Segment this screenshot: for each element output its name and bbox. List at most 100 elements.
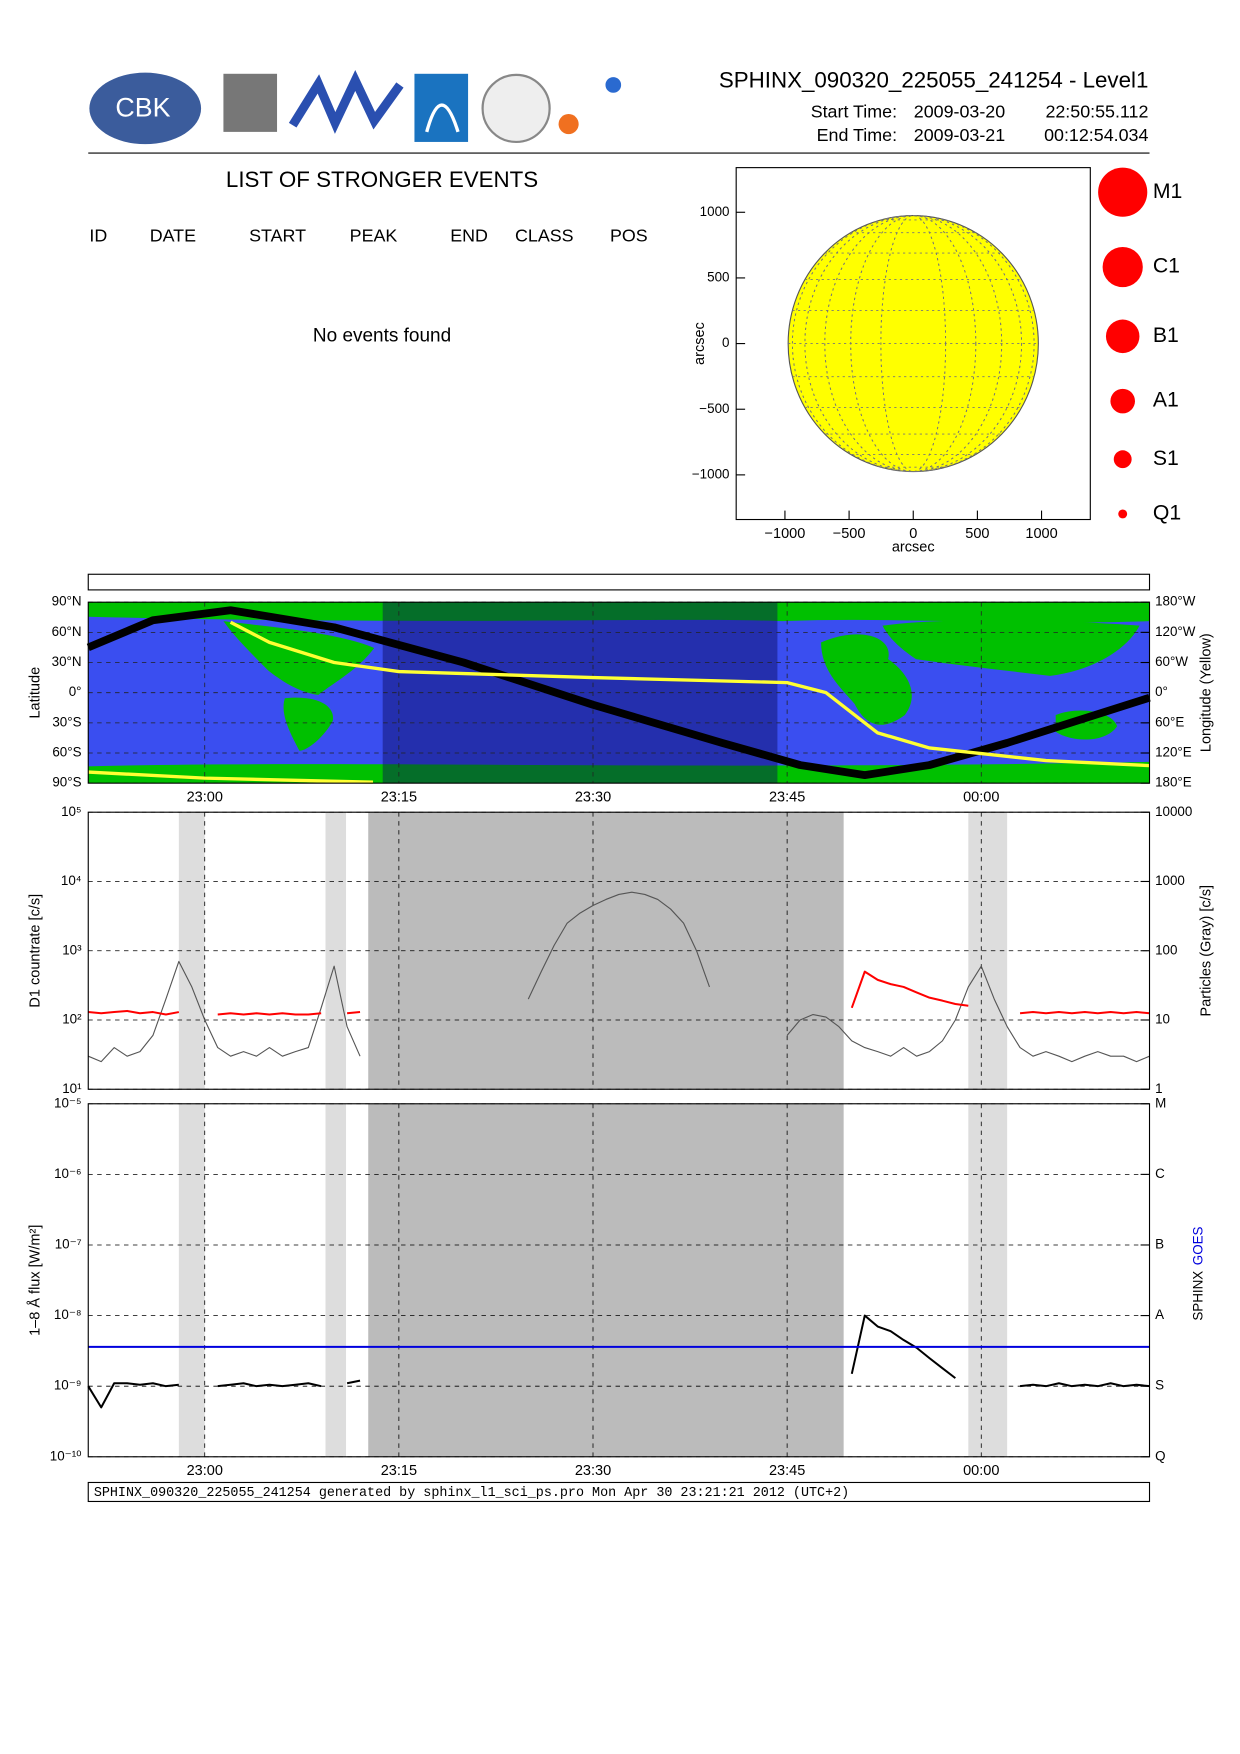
south-america [283,697,334,751]
class-marker [1105,319,1140,354]
x-tick-label: 23:15 [381,790,417,806]
antarctic [88,761,1150,784]
cbk-logo-text: CBK [115,93,170,123]
y2-tick-label: 0° [1155,684,1168,699]
y2-tick-label: 180°E [1155,775,1192,790]
y2-tick-label: 1 [1155,1081,1162,1096]
y2-tick-label: M [1155,1095,1166,1110]
y-tick-label: 10⁻¹⁰ [50,1448,82,1463]
portrait-logo [223,73,278,132]
shaded-interval [325,1103,347,1457]
y-tick-label: 10¹ [62,1081,82,1096]
y-axis-label: arcsec [692,322,708,365]
x-tick-label: 23:15 [381,1463,417,1479]
series-line [229,620,1150,768]
y2-tick-label: 10 [1155,1012,1170,1027]
y2-axis-label: Longitude (Yellow) [1198,633,1214,752]
events-column: CLASS [515,226,574,246]
y-tick-label: 1000 [700,204,730,219]
footer-box [87,1481,1151,1503]
disk-longitude [804,215,1023,473]
x-tick-label: 23:45 [769,1463,805,1479]
institute-logo-arc [425,103,460,133]
y2-tick-label: 100 [1155,942,1177,957]
events-column: POS [610,226,648,246]
start-date: 2009-03-20 [914,102,1005,122]
class-label: A1 [1153,389,1179,412]
shaded-interval [178,812,205,1090]
class-marker [1113,450,1132,469]
class-label: Q1 [1153,502,1181,525]
disk-longitude [791,215,1035,473]
y2-tick-label: C [1155,1166,1165,1181]
y-tick-label: 10⁻⁵ [54,1095,82,1110]
y-tick-label: 90°N [52,594,82,609]
y-tick-label: 10⁻⁷ [55,1237,82,1252]
cbk-logo [89,72,202,145]
y2-tick-label: A [1155,1307,1164,1322]
events-column: DATE [150,226,196,246]
class-marker [1098,167,1148,217]
end-date: 2009-03-21 [914,125,1005,145]
y-tick-label: −1000 [692,466,730,481]
class-label: M1 [1153,180,1182,203]
y2-tick-label: 120°E [1155,745,1192,760]
y-axis-label: Latitude [28,667,44,719]
asia [882,620,1140,676]
plot-frame [87,601,1151,784]
y-tick-label: −500 [699,401,729,416]
y-tick-label: 10³ [62,942,82,957]
class-marker [1102,246,1143,288]
events-column: PEAK [350,226,398,246]
y-tick-label: 90°S [52,775,81,790]
legend: SPHINX GOES [1190,1226,1205,1320]
x-axis-label: arcsec [892,539,935,555]
events-column: ID [89,226,107,246]
plot-frame [735,167,1091,521]
end-time: 00:12:54.034 [1044,125,1148,145]
legend-entry: GOES [1190,1226,1205,1265]
start-time: 22:50:55.112 [1045,102,1148,122]
y2-tick-label: 10000 [1155,804,1192,819]
report-title: SPHINX_090320_225055_241254 - Level1 [719,68,1149,93]
class-label: C1 [1153,255,1180,278]
status-bar [87,573,1151,591]
series-line [88,970,1150,1016]
x-tick-label: 23:00 [187,790,223,806]
disk-longitude [880,215,947,473]
y2-tick-label: 120°W [1155,624,1196,639]
class-marker [1110,388,1135,414]
y-tick-label: 30°S [52,714,81,729]
x-tick-label: 500 [965,526,989,542]
series-line [88,770,374,784]
shaded-interval [968,1103,1008,1457]
x-tick-label: 0 [909,526,917,542]
start-label: Start Time: [811,102,897,122]
y2-axis-label: Particles (Gray) [c/s] [1198,885,1214,1016]
mian-logo [288,70,404,134]
shaded-interval [368,1103,844,1457]
y-tick-label: 10⁻⁶ [54,1166,81,1181]
class-marker [1118,509,1128,519]
y2-tick-label: 60°W [1155,654,1188,669]
disk-longitude [850,215,977,473]
events-message: No events found [313,325,451,346]
y-tick-label: 10⁵ [61,804,81,819]
y-tick-label: 30°N [52,654,82,669]
arctic [88,602,1150,623]
plot-frame [87,811,1151,1090]
shaded-interval [178,1103,205,1457]
disk-longitude [824,215,1003,473]
series-line [87,1314,1150,1409]
institute-logo [414,73,469,142]
end-label: End Time: [817,125,897,145]
events-title: LIST OF STRONGER EVENTS [226,167,538,192]
x-tick-label: 23:00 [187,1463,223,1479]
x-tick-label: 23:30 [575,790,611,806]
africa-europe [821,634,912,725]
x-tick-label: 23:30 [575,1463,611,1479]
series-line [86,606,1151,780]
y2-tick-label: 60°E [1155,714,1184,729]
